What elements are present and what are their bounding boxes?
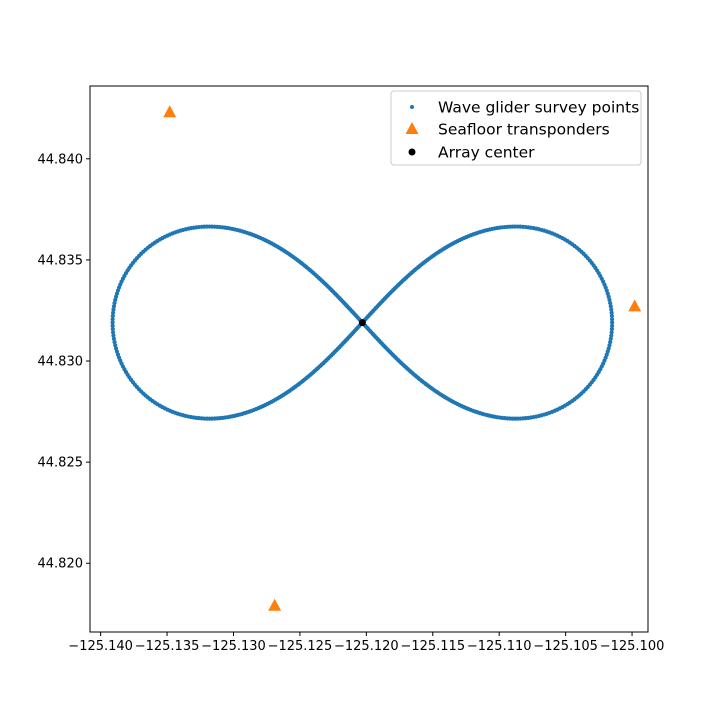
plot-area: [110, 105, 642, 611]
survey-point: [609, 330, 614, 335]
transponder-point: [268, 598, 282, 611]
legend-label: Array center: [438, 144, 535, 162]
survey-point: [111, 304, 117, 309]
survey-point: [112, 340, 117, 345]
survey-point: [110, 320, 115, 325]
x-tick-label: −125.115: [400, 639, 465, 654]
legend-marker-survey: [410, 105, 414, 109]
survey-point: [608, 300, 613, 306]
survey-point: [609, 333, 614, 338]
x-tick-label: −125.100: [600, 639, 665, 654]
survey-point: [113, 343, 118, 348]
survey-point: [113, 297, 118, 302]
survey-point: [110, 317, 115, 322]
x-tick-label: −125.140: [68, 639, 133, 654]
survey-point: [609, 310, 614, 315]
x-tick-label: −125.120: [334, 639, 399, 654]
survey-point: [110, 330, 116, 335]
survey-point: [609, 327, 615, 332]
wave-glider-series: [110, 224, 615, 421]
x-tick-label: −125.105: [533, 639, 598, 654]
y-tick-label: 44.830: [38, 355, 84, 370]
survey-point: [110, 310, 116, 315]
x-axis: −125.140 −125.135 −125.130 −125.125 −125.120…: [68, 632, 664, 654]
survey-point: [608, 304, 613, 309]
survey-point: [609, 307, 614, 312]
survey-point: [112, 300, 117, 306]
y-tick-label: 44.835: [38, 253, 84, 268]
axes-frame: [89, 85, 649, 633]
survey-point: [610, 320, 615, 325]
transponder-series: [163, 105, 642, 611]
survey-point: [609, 313, 615, 319]
legend-label: Seafloor transponders: [438, 121, 610, 139]
y-tick-label: 44.820: [38, 557, 84, 572]
survey-point: [111, 333, 116, 338]
survey-point: [606, 346, 611, 351]
x-tick-label: −125.135: [135, 639, 200, 654]
survey-point: [110, 323, 115, 328]
survey-point: [609, 323, 615, 328]
survey-point: [111, 336, 117, 342]
survey-point: [113, 346, 119, 351]
x-tick-label: −125.110: [467, 639, 532, 654]
transponder-point: [628, 299, 642, 312]
survey-point: [609, 317, 615, 322]
transponder-point: [163, 105, 177, 118]
legend-marker-transponder: [405, 122, 419, 134]
survey-point: [110, 313, 115, 319]
y-tick-label: 44.840: [38, 152, 84, 167]
array-center-point: [358, 319, 366, 327]
survey-point: [110, 327, 115, 332]
survey-point: [608, 340, 613, 345]
legend-box: [390, 90, 642, 166]
legend-label: Wave glider survey points: [438, 99, 639, 117]
y-axis: 44.820 44.825 44.830 44.835 44.840: [38, 152, 90, 572]
survey-point: [608, 336, 613, 342]
y-tick-label: 44.825: [38, 456, 84, 471]
legend: Wave glider survey points Seafloor transp…: [390, 90, 642, 166]
legend-marker-center: [408, 148, 416, 156]
survey-point: [607, 343, 612, 348]
survey-point: [607, 297, 612, 302]
x-tick-label: −125.125: [268, 639, 333, 654]
survey-point: [111, 307, 116, 312]
array-center-series: [358, 319, 366, 327]
x-tick-label: −125.130: [201, 639, 266, 654]
